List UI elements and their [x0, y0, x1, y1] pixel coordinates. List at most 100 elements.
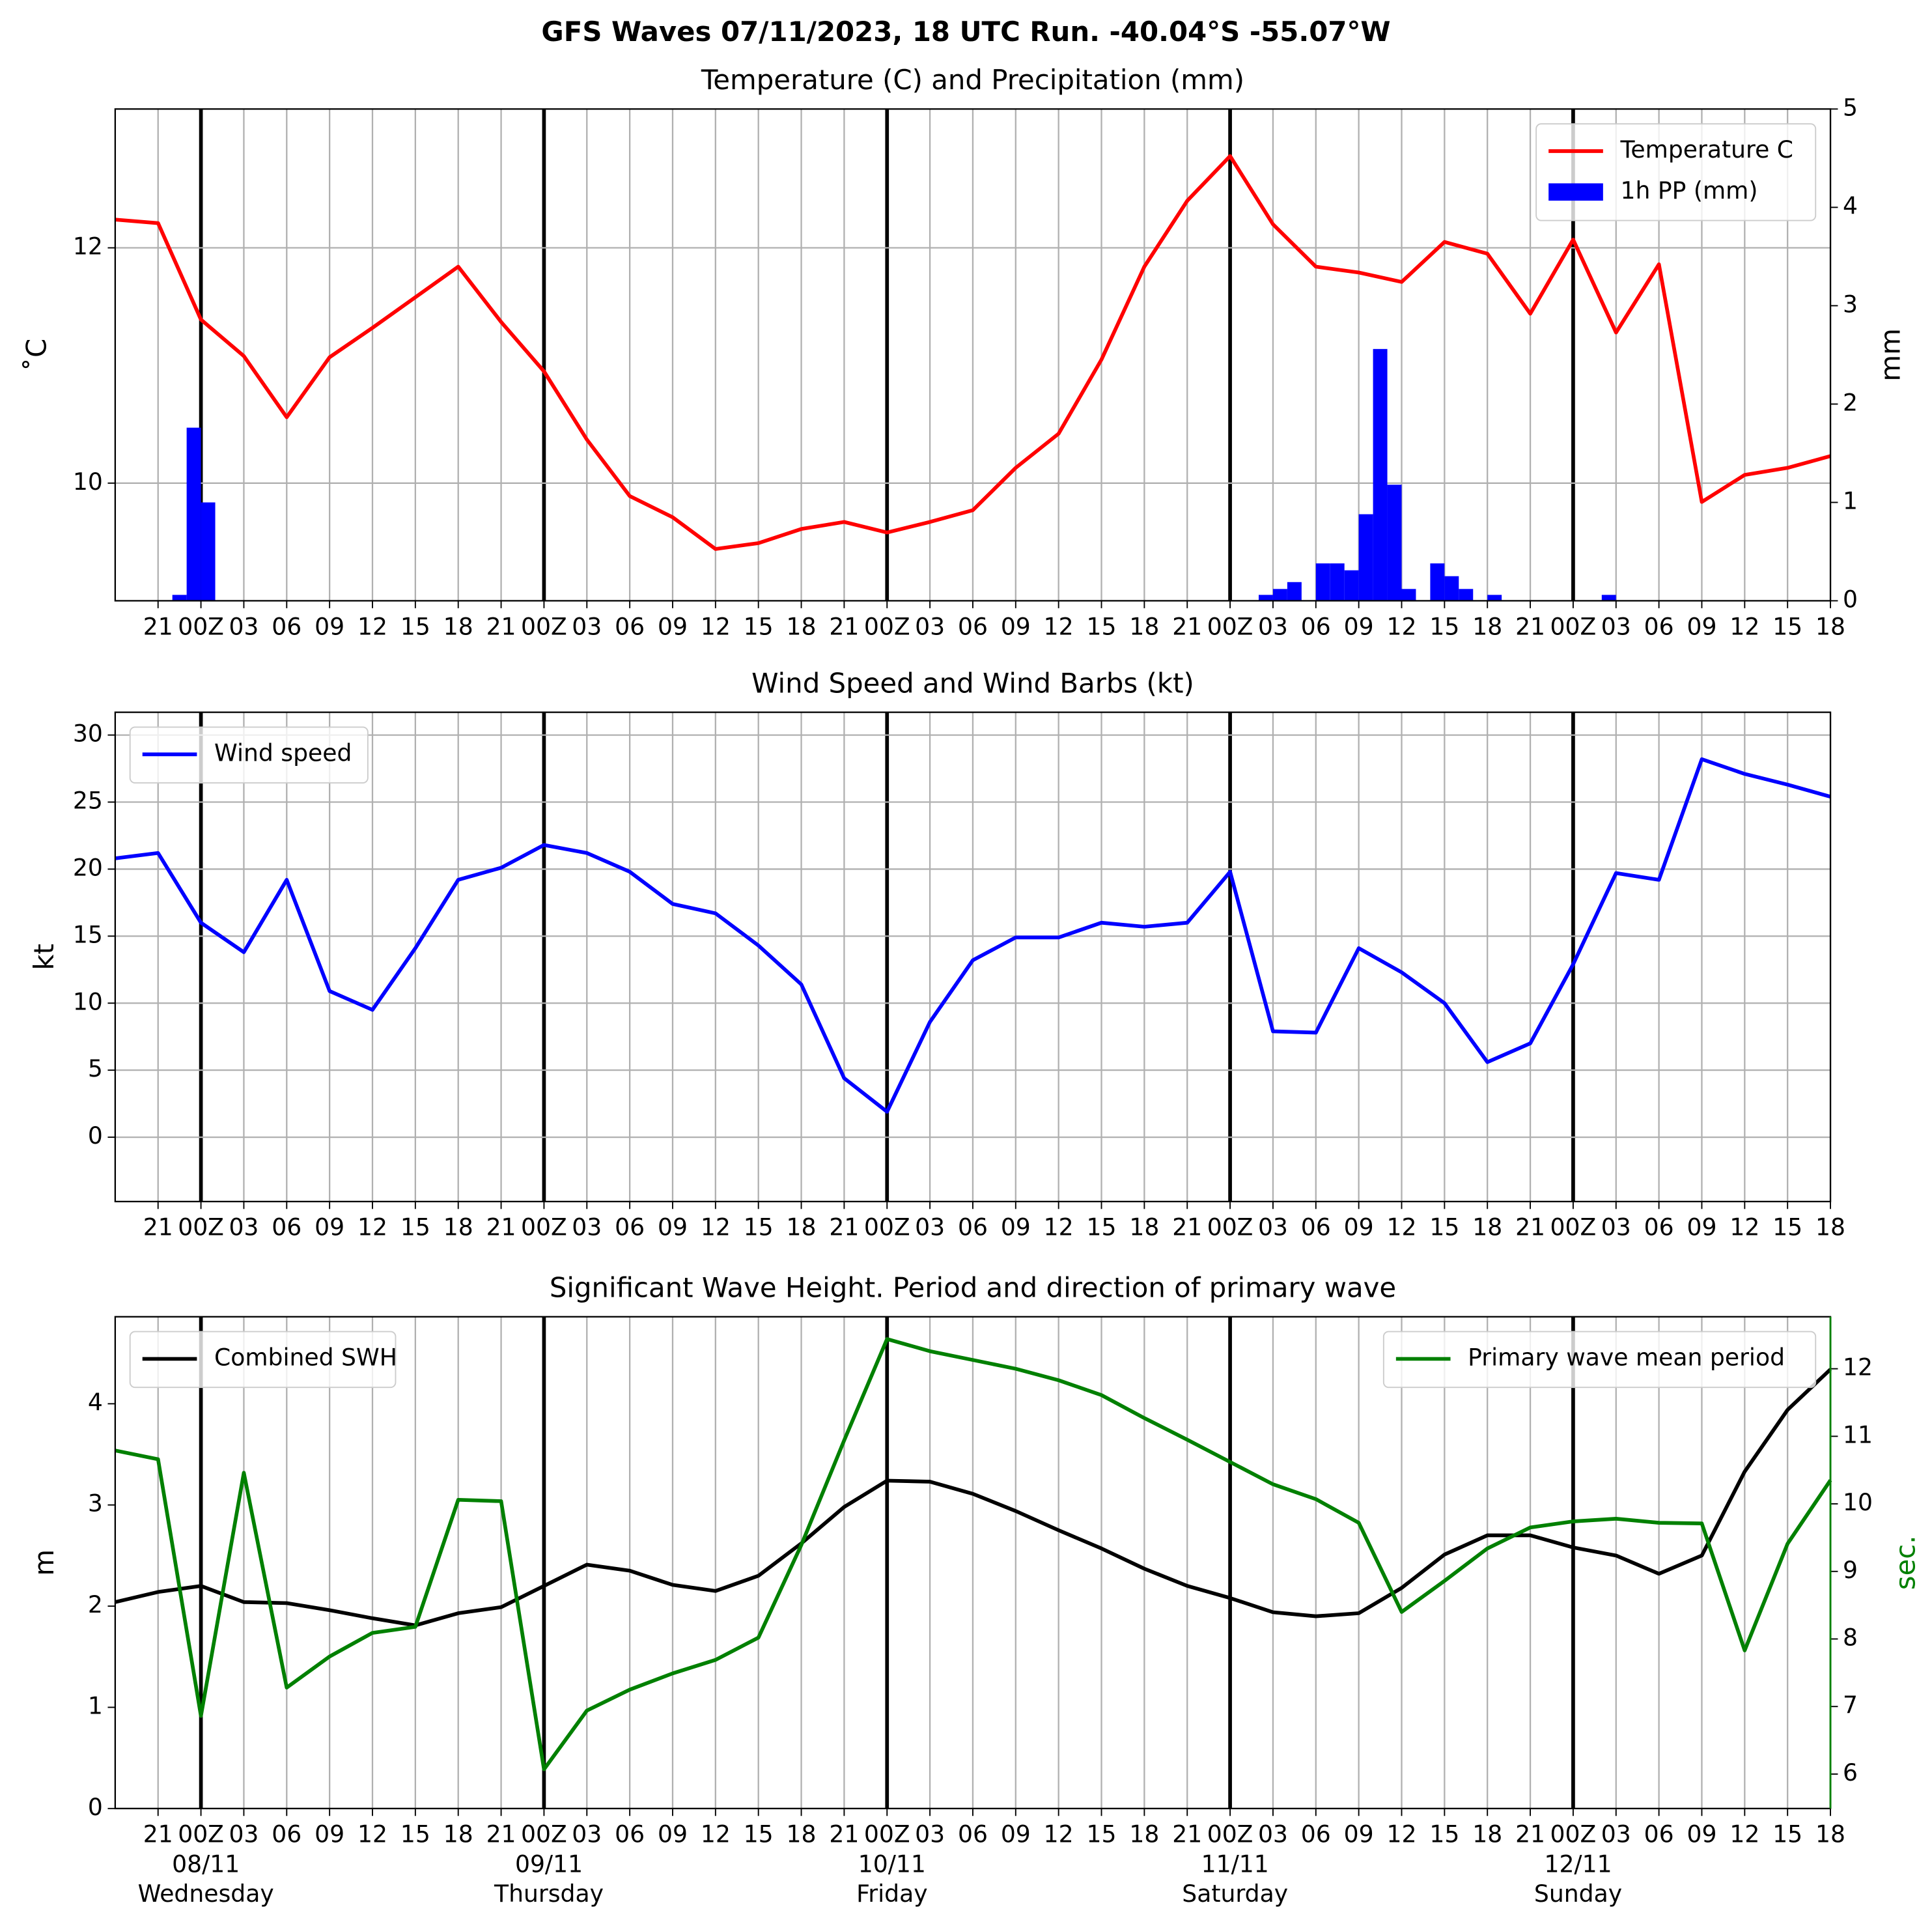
x-tick-label: 15 — [744, 612, 774, 640]
x-tick-label: 18 — [1815, 1213, 1845, 1241]
y2-tick-label: 6 — [1843, 1758, 1858, 1786]
x-tick-label: 06 — [615, 1820, 645, 1848]
x-tick-label: 21 — [486, 612, 516, 640]
x-tick-label: 06 — [272, 1213, 301, 1241]
figure-title: GFS Waves 07/11/2023, 18 UTC Run. -40.04… — [541, 16, 1390, 48]
precip-bar — [1387, 485, 1402, 601]
x-tick-label: 18 — [1129, 1820, 1159, 1848]
x-tick-label: 09 — [1687, 1820, 1716, 1848]
y-tick-label: 12 — [73, 233, 103, 261]
x-tick-label: 00Z — [1550, 1820, 1597, 1848]
x-tick-label: 12 — [701, 1820, 731, 1848]
y-tick-label: 10 — [73, 987, 103, 1015]
x-tick-label: 09 — [658, 612, 688, 640]
x-tick-label: 00Z — [521, 612, 567, 640]
y2-tick-label: 12 — [1843, 1353, 1873, 1381]
y2-tick-label: 7 — [1843, 1691, 1858, 1719]
x-tick-label: 00Z — [864, 1213, 910, 1241]
x-tick-label: 12 — [1387, 1820, 1417, 1848]
precip-bar — [186, 427, 201, 601]
x-tick-label: 03 — [1258, 612, 1288, 640]
x-tick-label: 15 — [1772, 1820, 1802, 1848]
chart-title: Temperature (C) and Precipitation (mm) — [701, 64, 1244, 96]
x-tick-label: 06 — [615, 612, 645, 640]
precip-bar — [1344, 570, 1359, 601]
x-tick-label: 09 — [1001, 1213, 1031, 1241]
x-tick-label: 00Z — [1550, 1213, 1597, 1241]
y2-tick-label: 4 — [1843, 191, 1858, 219]
x-tick-label: 12 — [701, 1213, 731, 1241]
x-tick-label: 18 — [1472, 1213, 1502, 1241]
x-tick-label: 21 — [143, 1820, 173, 1848]
legend-box — [129, 1331, 397, 1389]
x-tick-label: 06 — [272, 1820, 301, 1848]
x-tick-label: 00Z — [1207, 1820, 1253, 1848]
chart-title: Significant Wave Height. Period and dire… — [550, 1271, 1396, 1303]
x-tick-label: 00Z — [1207, 612, 1253, 640]
y-axis-label: ˚C — [20, 339, 52, 371]
x-tick-label: 15 — [1772, 612, 1802, 640]
x-tick-label: 21 — [486, 1820, 516, 1848]
series-line — [115, 757, 1831, 1114]
x-tick-label: 03 — [229, 612, 259, 640]
x-tick-label: 06 — [958, 612, 988, 640]
x-tick-label: 09 — [1344, 1820, 1374, 1848]
x-tick-label: 15 — [1429, 1213, 1459, 1241]
x-tick-label: 06 — [615, 1213, 645, 1241]
y2-tick-label: 5 — [1843, 93, 1858, 121]
y-axis-label: kt — [28, 944, 60, 970]
x-tick-label: 21 — [143, 612, 173, 640]
x-tick-label: 09 — [1344, 1213, 1374, 1241]
precip-bar — [1315, 563, 1330, 601]
weekday-label: Friday — [856, 1880, 927, 1908]
x-tick-label: 06 — [1301, 1213, 1331, 1241]
x-tick-label: 03 — [1258, 1820, 1288, 1848]
x-tick-label: 18 — [1129, 1213, 1159, 1241]
legend-box — [129, 726, 369, 784]
x-tick-label: 18 — [787, 1820, 817, 1848]
x-tick-label: 21 — [143, 1213, 173, 1241]
x-tick-label: 12 — [357, 612, 387, 640]
y-tick-label: 3 — [88, 1489, 103, 1518]
y-tick-label: 25 — [73, 787, 103, 815]
x-tick-label: 18 — [1472, 612, 1502, 640]
x-tick-label: 06 — [272, 612, 301, 640]
x-tick-label: 15 — [400, 1213, 430, 1241]
x-tick-label: 00Z — [178, 612, 224, 640]
y2-tick-label: 10 — [1843, 1488, 1873, 1516]
legend-label: Temperature C — [1619, 135, 1793, 163]
date-label: 08/11 — [172, 1850, 240, 1878]
x-tick-label: 15 — [1772, 1213, 1802, 1241]
x-tick-label: 15 — [1429, 1820, 1459, 1848]
precip-bar — [1430, 563, 1445, 601]
series-line — [115, 154, 1831, 551]
x-tick-label: 12 — [1729, 1213, 1759, 1241]
x-tick-label: 15 — [744, 1820, 774, 1848]
legend-label: 1h PP (mm) — [1620, 176, 1757, 205]
y-tick-label: 5 — [88, 1054, 103, 1082]
x-tick-label: 15 — [1087, 1213, 1117, 1241]
y-tick-label: 4 — [88, 1388, 103, 1416]
weekday-label: Thursday — [494, 1880, 604, 1908]
x-tick-label: 15 — [1087, 612, 1117, 640]
x-tick-label: 09 — [1687, 612, 1716, 640]
x-tick-label: 09 — [315, 612, 344, 640]
y-tick-label: 0 — [88, 1793, 103, 1821]
x-tick-label: 12 — [1729, 1820, 1759, 1848]
weekday-label: Saturday — [1182, 1880, 1288, 1908]
date-label: 10/11 — [858, 1850, 926, 1878]
x-tick-label: 00Z — [521, 1820, 567, 1848]
x-tick-label: 18 — [443, 1820, 473, 1848]
date-label: 12/11 — [1544, 1850, 1612, 1878]
y-tick-label: 2 — [88, 1590, 103, 1618]
weekday-label: Wednesday — [138, 1880, 274, 1908]
x-tick-label: 09 — [1344, 612, 1374, 640]
x-tick-label: 12 — [1044, 1213, 1074, 1241]
x-tick-label: 18 — [443, 612, 473, 640]
precip-bar — [1287, 582, 1302, 601]
x-tick-label: 18 — [1815, 1820, 1845, 1848]
chart-title: Wind Speed and Wind Barbs (kt) — [751, 667, 1194, 699]
precip-bar — [1444, 576, 1459, 601]
x-tick-label: 18 — [1472, 1820, 1502, 1848]
